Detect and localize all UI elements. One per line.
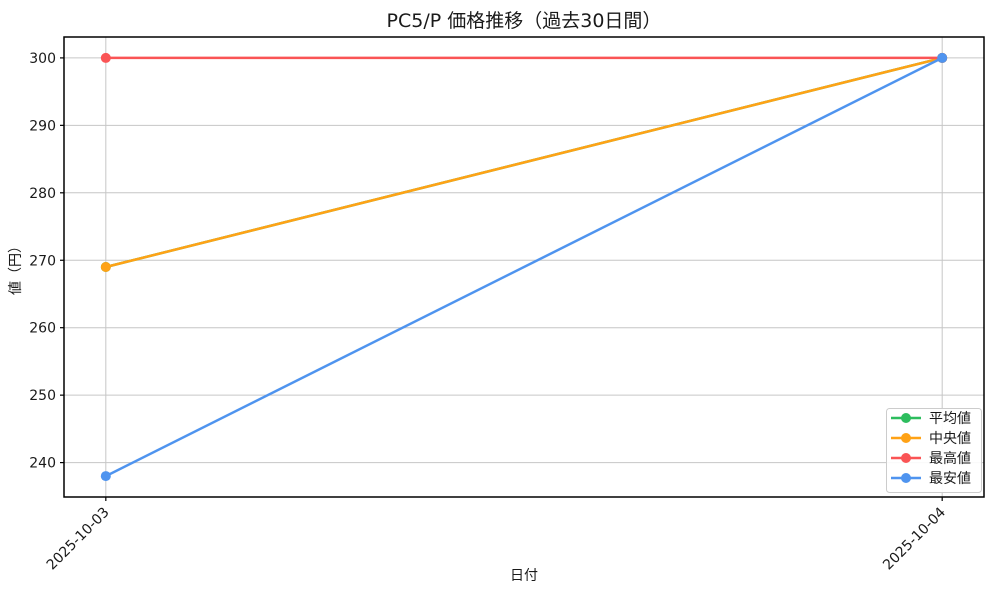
legend-item-3: 最安値 (891, 471, 971, 487)
y-tick-label: 300 (29, 51, 56, 67)
legend-item-2: 最高値 (891, 450, 971, 467)
y-tick-label: 240 (29, 456, 56, 472)
x-axis-label: 日付 (510, 568, 538, 584)
legend-label-0: 平均値 (929, 411, 971, 427)
y-axis-label: 値（円） (8, 239, 24, 295)
axes: 240 250 260 270 280 290 300 2025-10-03 2025-10-0… (29, 36, 985, 574)
legend-marker-3 (901, 473, 911, 483)
y-tick-label: 250 (29, 388, 56, 404)
plot-area: 240 250 260 270 280 290 300 2025-10-03 2025-10-0… (29, 36, 985, 574)
series-marker-1-0 (100, 262, 111, 272)
legend-label-3: 最安値 (929, 471, 971, 487)
x-tick-label: 2025-10-03 (44, 505, 113, 574)
series-group (100, 52, 948, 482)
series-line-1 (104, 56, 944, 269)
y-tick-label: 290 (29, 118, 56, 134)
x-tick-label: 2025-10-04 (880, 504, 949, 573)
legend-marker-1 (901, 433, 911, 443)
legend-label-2: 最高値 (929, 450, 971, 467)
axes-frame (63, 36, 985, 498)
legend-box (886, 408, 982, 493)
chart-title: PC5/P 価格推移（過去30日間） (387, 10, 662, 32)
legend-marker-2 (901, 453, 911, 463)
legend-item-0: 平均値 (891, 411, 971, 427)
series-marker-2-0 (100, 52, 111, 63)
legend-item-1: 中央値 (891, 431, 971, 447)
y-tick-label: 280 (29, 186, 56, 202)
y-tick-label: 260 (29, 321, 56, 337)
series-marker-3-0 (100, 471, 111, 482)
series-marker-3-1 (937, 52, 948, 63)
legend-label-1: 中央値 (929, 431, 971, 447)
series-line-3 (104, 56, 944, 478)
y-tick-label: 270 (29, 253, 56, 269)
legend-marker-0 (901, 413, 911, 423)
